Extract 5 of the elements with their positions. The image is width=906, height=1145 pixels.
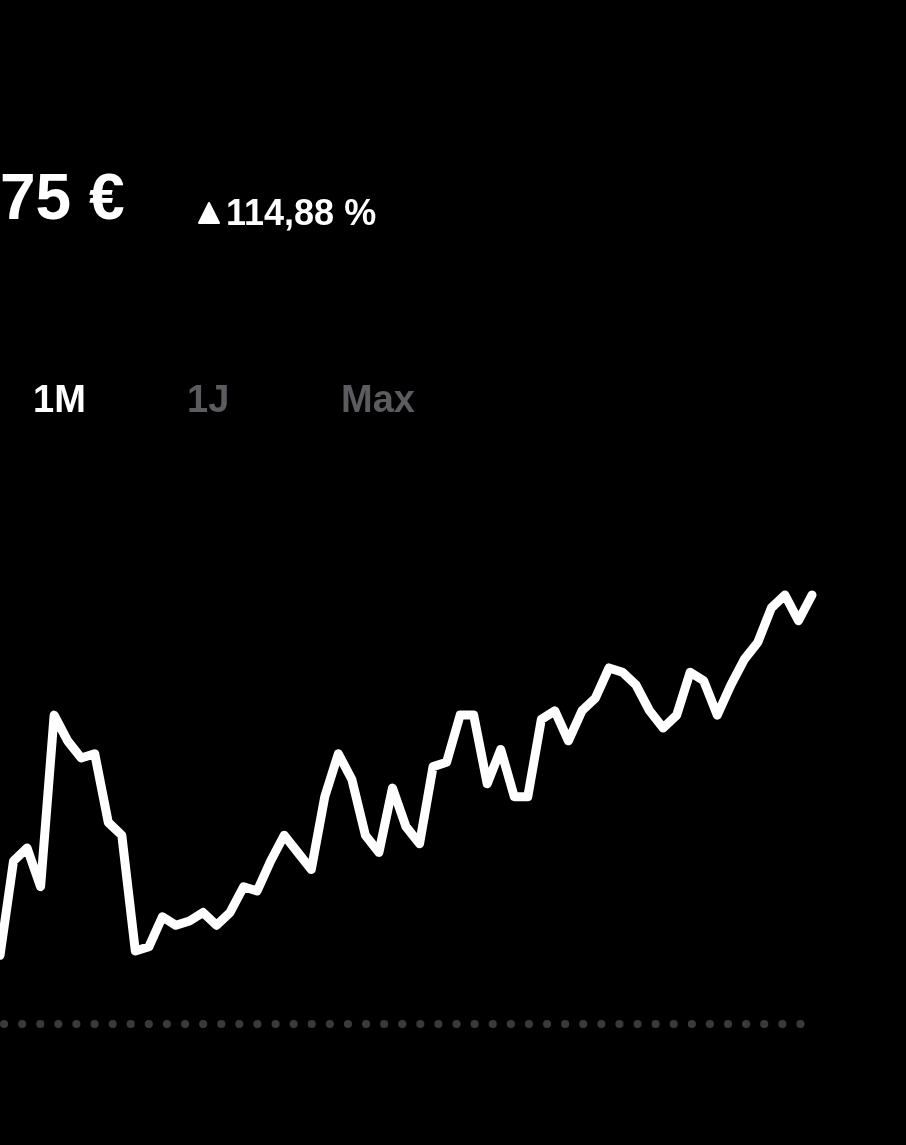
- chart-title: 75 €: [0, 160, 125, 234]
- text: Max: [341, 378, 416, 421]
- text: 1M: [33, 378, 87, 421]
- text: 1J: [187, 378, 231, 421]
- chart-subtitle: 114,88 %: [226, 192, 377, 234]
